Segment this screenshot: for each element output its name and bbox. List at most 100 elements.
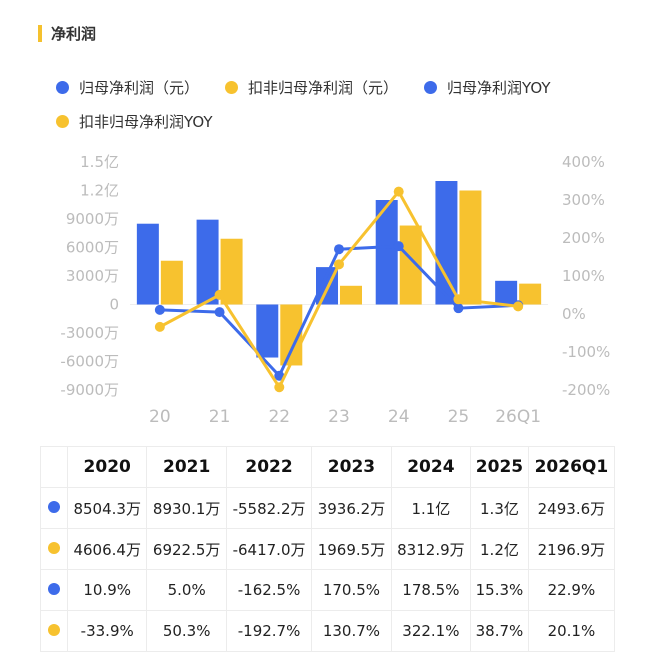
bar-parent-net-profit: [495, 280, 518, 305]
bar-parent-net-profit: [435, 181, 458, 305]
row-marker-cell: [40, 569, 68, 611]
right-axis-tick-label: 400%: [562, 153, 605, 171]
point-deducted-yoy: [214, 289, 225, 300]
right-axis-tick-label: 200%: [562, 229, 605, 247]
table-cell: -33.9%: [66, 610, 148, 652]
point-deducted-yoy: [334, 259, 344, 270]
bar-parent-net-profit: [375, 200, 398, 305]
table-cell: 2493.6万: [527, 487, 616, 529]
table-header-cell: 2026Q1: [527, 446, 616, 488]
left-axis-tick-label: 6000万: [66, 239, 119, 257]
point-parent-yoy: [334, 244, 344, 255]
left-axis-tick-label: -3000万: [60, 324, 119, 342]
x-axis-tick-label: 22: [268, 407, 290, 427]
left-axis-tick-label: 3000万: [66, 267, 119, 285]
point-parent-yoy: [274, 370, 285, 381]
row-marker-cell: [40, 487, 68, 529]
point-deducted-yoy: [513, 301, 524, 312]
right-axis-tick-label: 300%: [562, 191, 605, 209]
table-corner-cell: [40, 446, 68, 488]
legend-item[interactable]: 扣非归母净利润YOY: [56, 104, 213, 138]
table-row: 10.9% 5.0% -162.5% 170.5% 178.5% 15.3% 22.9%: [40, 569, 616, 611]
legend-dot-icon: [56, 114, 69, 128]
row-marker-dot-icon: [48, 583, 60, 595]
point-parent-yoy: [393, 241, 404, 252]
right-axis-tick-label: -100%: [562, 343, 610, 361]
legend-label: 归母净利润YOY: [447, 78, 551, 97]
legend-item[interactable]: 归母净利润YOY: [424, 70, 551, 104]
table-cell: 8312.9万: [390, 528, 472, 570]
legend-label: 归母净利润（元）: [79, 78, 200, 97]
table-cell: 38.7%: [470, 610, 529, 652]
bar-parent-net-profit: [136, 223, 159, 305]
table-cell: 2196.9万: [527, 528, 616, 570]
row-marker-dot-icon: [48, 542, 60, 554]
row-marker-cell: [40, 610, 68, 652]
table-body: 8504.3万 8930.1万 -5582.2万 3936.2万 1.1亿 1.3亿 249…: [40, 487, 616, 652]
legend-dot-icon: [56, 80, 69, 94]
table-cell: 1.3亿: [470, 487, 529, 529]
table-cell: 8504.3万: [66, 487, 148, 529]
bar-deducted-net-profit: [459, 190, 482, 305]
table-row: -33.9% 50.3% -192.7% 130.7% 322.1% 38.7% 20.1%: [40, 610, 616, 652]
title-accent-bar: [38, 24, 42, 42]
left-axis-tick-label: -9000万: [60, 381, 119, 399]
point-deducted-yoy: [274, 382, 285, 393]
x-axis-tick-label: 26Q1: [495, 407, 541, 427]
x-axis-tick-label: 21: [209, 407, 231, 427]
section-title: 净利润: [51, 24, 97, 43]
bar-deducted-net-profit: [220, 238, 243, 305]
table-header-cell: 2025: [470, 446, 529, 488]
table-header-row: 2020 2021 2022 2023 2024 2025 2026Q1: [40, 446, 616, 488]
table-cell: 130.7%: [311, 610, 392, 652]
bar-parent-net-profit: [196, 219, 219, 305]
section-header: 净利润: [38, 22, 96, 44]
row-marker-dot-icon: [48, 501, 60, 513]
row-marker-dot-icon: [48, 624, 60, 636]
table-cell: 50.3%: [146, 610, 227, 652]
table-cell: 178.5%: [390, 569, 472, 611]
net-profit-chart: 1.5亿 1.2亿 9000万 6000万 3000万 0 -3000万 -6000万 -900…: [60, 153, 610, 427]
point-deducted-yoy: [393, 186, 404, 197]
table-row: 4606.4万 6922.5万 -6417.0万 1969.5万 8312.9万 1.2亿…: [40, 528, 616, 570]
left-axis-tick-label: 9000万: [66, 210, 119, 228]
bar-deducted-net-profit: [340, 285, 362, 305]
x-axis-tick-label: 23: [328, 407, 350, 427]
point-parent-yoy: [214, 307, 225, 318]
left-axis-tick-label: 1.2亿: [80, 182, 119, 200]
right-axis-tick-label: -200%: [562, 381, 610, 399]
table-cell: 20.1%: [527, 610, 616, 652]
bar-deducted-net-profit: [519, 283, 542, 305]
left-axis-tick-label: 0: [109, 296, 119, 314]
point-deducted-yoy: [453, 294, 464, 305]
legend-label: 扣非归母净利润YOY: [79, 112, 213, 131]
table-cell: 170.5%: [311, 569, 392, 611]
table-header-cell: 2024: [390, 446, 472, 488]
table-cell: -5582.2万: [225, 487, 313, 529]
table-cell: 15.3%: [470, 569, 529, 611]
table-cell: 22.9%: [527, 569, 616, 611]
table-cell: -162.5%: [225, 569, 313, 611]
bar-deducted-net-profit: [399, 225, 422, 305]
table-cell: 322.1%: [390, 610, 472, 652]
table-cell: 1.2亿: [470, 528, 529, 570]
table-cell: 10.9%: [66, 569, 148, 611]
table-cell: 3936.2万: [311, 487, 392, 529]
point-deducted-yoy: [154, 321, 165, 332]
table-header-cell: 2021: [146, 446, 227, 488]
bar-parent-net-profit: [256, 304, 279, 358]
x-axis-tick-label: 25: [448, 407, 470, 427]
legend-label: 扣非归母净利润（元）: [248, 78, 399, 97]
table-cell: 4606.4万: [66, 528, 148, 570]
legend-dot-icon: [424, 80, 438, 94]
legend-item[interactable]: 扣非归母净利润（元）: [225, 70, 398, 104]
right-axis-tick-label: 0%: [562, 305, 586, 323]
table-cell: 6922.5万: [146, 528, 227, 570]
legend-item[interactable]: 归母净利润（元）: [56, 70, 199, 104]
table-cell: 1969.5万: [311, 528, 392, 570]
left-axis-tick-label: 1.5亿: [80, 153, 119, 171]
row-marker-cell: [40, 528, 68, 570]
table-cell: 5.0%: [146, 569, 227, 611]
net-profit-table: 2020 2021 2022 2023 2024 2025 2026Q1 8504.3万 89…: [40, 446, 616, 652]
table-cell: -192.7%: [225, 610, 313, 652]
